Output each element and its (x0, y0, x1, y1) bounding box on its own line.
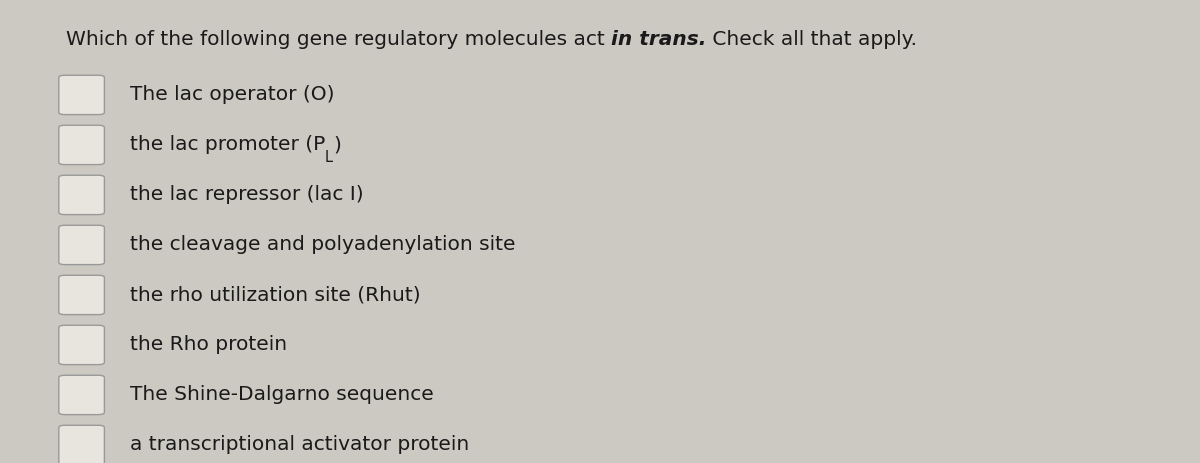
Text: the Rho protein: the Rho protein (130, 335, 287, 355)
Text: a transcriptional activator protein: a transcriptional activator protein (130, 435, 469, 455)
Text: in trans.: in trans. (611, 30, 707, 49)
Text: Check all that apply.: Check all that apply. (707, 30, 918, 49)
Text: the lac repressor (lac I): the lac repressor (lac I) (130, 185, 364, 205)
Text: L: L (325, 150, 332, 165)
Text: the lac promoter (P: the lac promoter (P (130, 135, 325, 155)
Text: the rho utilization site (Rhut): the rho utilization site (Rhut) (130, 285, 420, 305)
Text: ): ) (332, 135, 341, 155)
Text: the cleavage and polyadenylation site: the cleavage and polyadenylation site (130, 235, 515, 255)
Text: Which of the following gene regulatory molecules act: Which of the following gene regulatory m… (66, 30, 611, 49)
Text: The lac operator (O): The lac operator (O) (130, 85, 334, 105)
Text: The Shine-Dalgarno sequence: The Shine-Dalgarno sequence (130, 385, 433, 405)
